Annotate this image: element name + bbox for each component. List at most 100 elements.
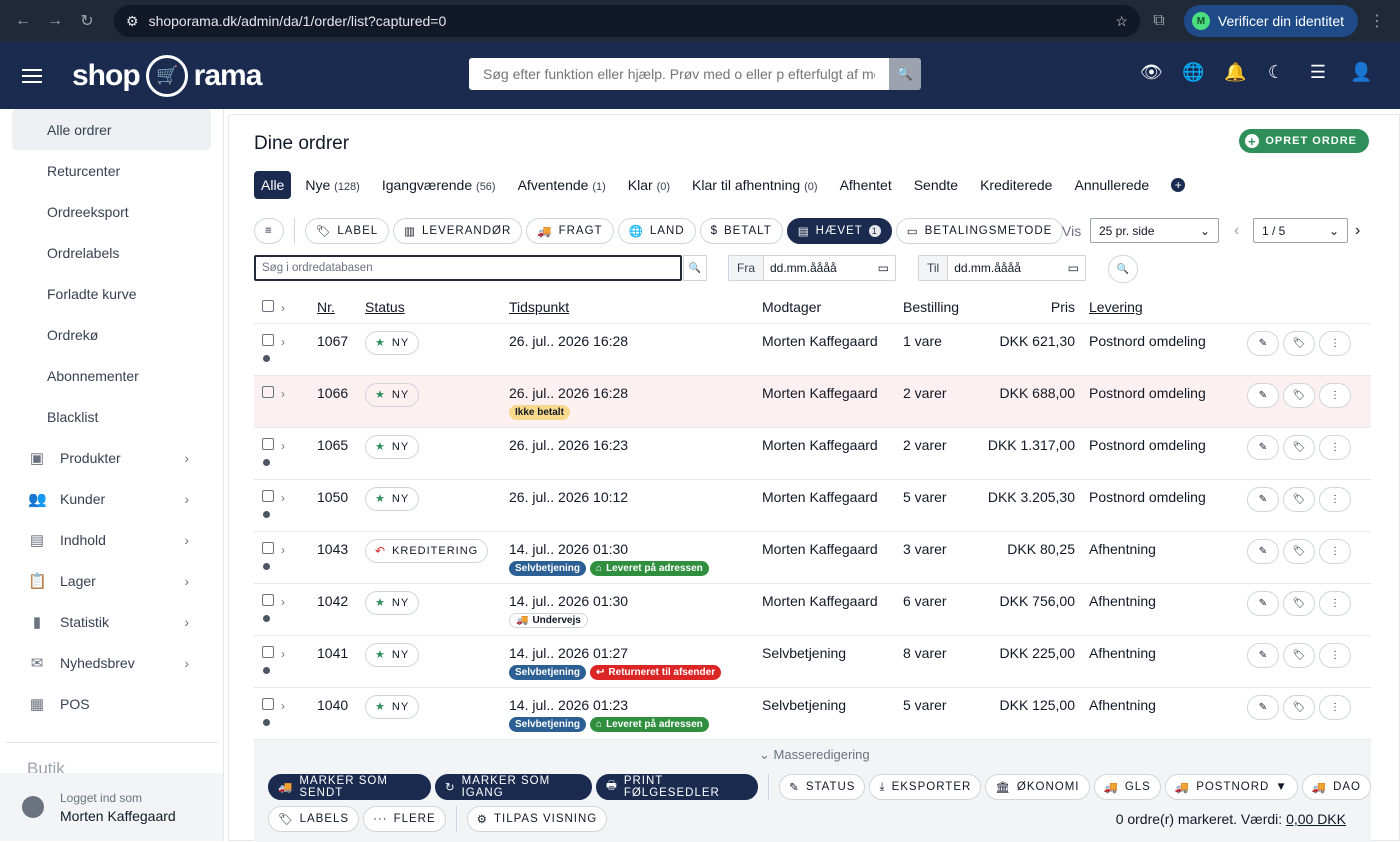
order-number[interactable]: 1065 — [317, 427, 365, 480]
tab-nye[interactable]: Nye (128) — [297, 171, 367, 199]
sidebar-group-pos[interactable]: ▦ POS — [0, 683, 223, 724]
export-button[interactable]: ⤓ EKSPORTER — [869, 774, 982, 800]
menu-icon[interactable] — [22, 68, 42, 83]
browser-menu-icon[interactable]: ⋮ — [1369, 13, 1385, 30]
sort-filter-button[interactable]: ≡ — [254, 218, 284, 244]
edit-icon[interactable]: ✎ — [1247, 486, 1279, 512]
postnord-button[interactable]: 🚚 POSTNORD ▼ — [1164, 774, 1298, 800]
back-icon[interactable]: ← — [15, 12, 31, 29]
calendar-icon[interactable]: ▭ — [877, 261, 889, 275]
search-icon[interactable]: 🔍 — [889, 58, 921, 90]
sidebar-item-blacklist[interactable]: Blacklist — [47, 408, 99, 425]
mark-as-sent-button[interactable]: 🚚 MARKER SOM SENDT — [268, 774, 431, 800]
print-packing-slips-button[interactable]: 🖶 PRINT FØLGESEDLER — [595, 774, 759, 800]
order-number[interactable]: 1067 — [317, 323, 365, 376]
extensions-icon[interactable]: ⧉ — [1153, 12, 1165, 29]
user-icon[interactable]: 👤 — [1350, 62, 1373, 82]
sidebar-group-statistik[interactable]: ▮ Statistik › — [0, 601, 223, 642]
table-row[interactable]: › 1042 ★ NY 14. jul.. 2026 01:30 🚚 Undervej… — [254, 583, 1371, 636]
expand-row-icon[interactable]: › — [281, 698, 285, 713]
row-checkbox[interactable] — [262, 697, 274, 710]
prev-page-icon[interactable]: ‹ — [1234, 222, 1240, 239]
edit-icon[interactable]: ✎ — [1247, 538, 1279, 564]
filter-haevet-button[interactable]: ▤ HÆVET 1 — [786, 218, 892, 244]
sidebar-item-ordrelabels[interactable]: Ordrelabels — [47, 244, 120, 261]
sidebar-item-alle-ordrer[interactable]: Alle ordrer — [12, 109, 211, 150]
expand-row-icon[interactable]: › — [281, 438, 285, 453]
more-icon[interactable]: ⋮ — [1319, 694, 1351, 720]
logged-in-panel[interactable]: Logget ind som Morten Kaffegaard — [0, 773, 223, 841]
forward-icon[interactable]: → — [47, 12, 63, 29]
sidebar-item-abonnementer[interactable]: Abonnementer — [47, 367, 139, 384]
tab-igangvaerende[interactable]: Igangværende (56) — [374, 171, 504, 199]
more-icon[interactable]: ⋮ — [1319, 486, 1351, 512]
filter-label-button[interactable]: 🏷 LABEL — [304, 218, 390, 244]
order-number[interactable]: 1041 — [317, 635, 365, 688]
row-checkbox[interactable] — [262, 385, 274, 398]
more-icon[interactable]: ⋮ — [1319, 590, 1351, 616]
create-order-button[interactable]: + OPRET ORDRE — [1239, 129, 1369, 153]
filter-betalt-button[interactable]: $ BETALT — [699, 218, 783, 244]
gls-button[interactable]: 🚚 GLS — [1093, 774, 1161, 800]
star-icon[interactable]: ☆ — [1115, 12, 1128, 29]
eye-icon[interactable]: 👁 — [1140, 62, 1163, 82]
next-page-icon[interactable]: › — [1355, 222, 1361, 239]
row-checkbox[interactable] — [262, 437, 274, 450]
label-icon[interactable]: 🏷 — [1283, 486, 1315, 512]
col-status[interactable]: Status — [365, 292, 509, 324]
edit-icon[interactable]: ✎ — [1247, 382, 1279, 408]
expand-row-icon[interactable]: › — [281, 542, 285, 557]
table-row[interactable]: › 1043 ↶ KREDITERING 14. jul.. 2026 01:30… — [254, 531, 1371, 584]
date-from-field[interactable]: Fra dd.mm.åååå ▭ — [728, 255, 896, 281]
more-icon[interactable]: ⋮ — [1319, 642, 1351, 668]
layers-icon[interactable]: ☰ — [1309, 62, 1327, 82]
bulk-edit-toggle[interactable]: ⌄ Masseredigering — [759, 747, 870, 763]
table-row[interactable]: › 1040 ★ NY 14. jul.. 2026 01:23 Selvbetje… — [254, 687, 1371, 740]
edit-icon[interactable]: ✎ — [1247, 434, 1279, 460]
date-search-icon[interactable]: 🔍 — [1108, 255, 1138, 283]
sidebar-item-forladte-kurve[interactable]: Forladte kurve — [47, 285, 137, 302]
tab-klar-til-afhentning[interactable]: Klar til afhentning (0) — [684, 171, 826, 199]
selection-total-link[interactable]: 0,00 DKK — [1286, 811, 1346, 827]
tab-alle[interactable]: Alle — [254, 171, 292, 199]
order-number[interactable]: 1042 — [317, 583, 365, 636]
table-row[interactable]: › 1065 ★ NY 26. jul.. 2026 16:23 Morten K… — [254, 427, 1371, 480]
logo[interactable]: shop 🛒 rama — [72, 54, 262, 97]
edit-icon[interactable]: ✎ — [1247, 330, 1279, 356]
per-page-select[interactable]: 25 pr. side ⌄ — [1090, 218, 1219, 243]
dao-button[interactable]: 🚚 DAO — [1301, 774, 1371, 800]
row-checkbox[interactable] — [262, 645, 274, 658]
col-nr[interactable]: Nr. — [317, 292, 365, 324]
address-bar[interactable]: ⚙ shoporama.dk/admin/da/1/order/list?cap… — [114, 5, 1140, 37]
sidebar-item-ordreeksport[interactable]: Ordreeksport — [47, 203, 129, 220]
sidebar-group-lager[interactable]: 📋 Lager › — [0, 560, 223, 601]
label-icon[interactable]: 🏷 — [1283, 694, 1315, 720]
select-all-checkbox[interactable] — [262, 300, 274, 313]
more-button[interactable]: ··· FLERE — [363, 806, 446, 832]
expand-row-icon[interactable]: › — [281, 386, 285, 401]
moon-icon[interactable]: ☾ — [1267, 62, 1285, 82]
sidebar-group-produkter[interactable]: ▣ Produkter › — [0, 437, 223, 478]
page-select[interactable]: 1 / 5 ⌄ — [1253, 218, 1348, 243]
filter-leverandor-button[interactable]: ▥ LEVERANDØR — [393, 218, 523, 244]
sidebar-group-kunder[interactable]: 👥 Kunder › — [0, 478, 223, 519]
label-icon[interactable]: 🏷 — [1283, 330, 1315, 356]
table-row[interactable]: › 1066 ★ NY 26. jul.. 2026 16:28 Ikke beta… — [254, 375, 1371, 428]
col-tidspunkt[interactable]: Tidspunkt — [509, 292, 762, 324]
order-number[interactable]: 1066 — [317, 375, 365, 428]
bell-icon[interactable]: 🔔 — [1224, 62, 1247, 82]
expand-all-icon[interactable]: › — [281, 301, 285, 316]
label-icon[interactable]: 🏷 — [1283, 590, 1315, 616]
table-row[interactable]: › 1050 ★ NY 26. jul.. 2026 10:12 Morten K… — [254, 479, 1371, 532]
label-icon[interactable]: 🏷 — [1283, 538, 1315, 564]
economy-button[interactable]: 🏛 ØKONOMI — [985, 774, 1090, 800]
order-search-input[interactable]: Søg i ordredatabasen — [254, 255, 682, 281]
mark-in-progress-button[interactable]: ↻ MARKER SOM IGANG — [434, 774, 592, 800]
tab-sendte[interactable]: Sendte — [906, 171, 966, 199]
expand-row-icon[interactable]: › — [281, 490, 285, 505]
calendar-icon[interactable]: ▭ — [1067, 261, 1079, 275]
row-checkbox[interactable] — [262, 593, 274, 606]
tab-afhentet[interactable]: Afhentet — [832, 171, 900, 199]
globe-icon[interactable]: 🌐 — [1182, 62, 1205, 82]
expand-row-icon[interactable]: › — [281, 334, 285, 349]
